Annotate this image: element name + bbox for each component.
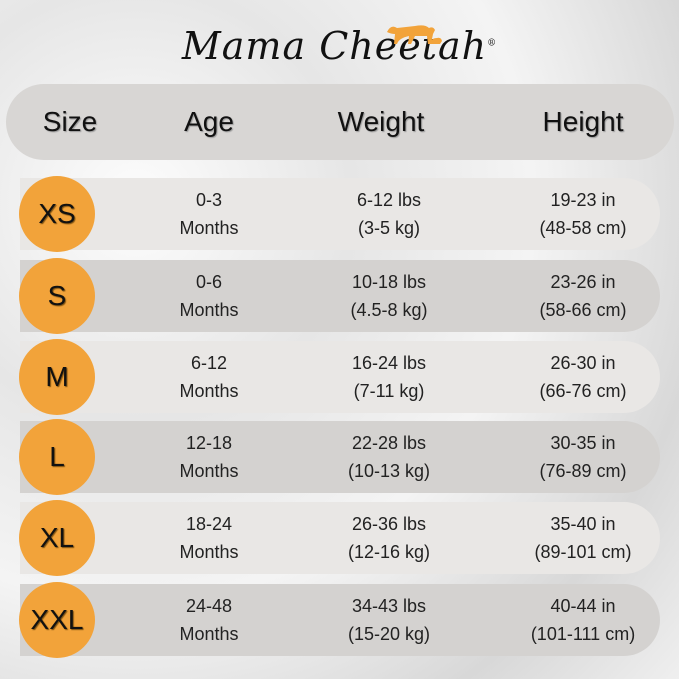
weight-cell: 10-18 lbs (4.5-8 kg): [350, 260, 427, 332]
table-row: 6-12 Months 16-24 lbs (7-11 kg) 26-30 in (66-…: [20, 341, 660, 413]
weight-cell: 6-12 lbs (3-5 kg): [357, 178, 421, 250]
age-cell: 0-6 Months: [179, 260, 238, 332]
header-size: Size: [42, 106, 98, 137]
age-cell-line: Months: [179, 542, 239, 562]
age-cell-line: 24-48: [185, 596, 233, 616]
header-weight: Weight: [337, 106, 425, 137]
age-cell-line: 0-3: [195, 190, 222, 210]
table-row: 0-6 Months 10-18 lbs (4.5-8 kg) 23-26 in (58-…: [20, 260, 660, 332]
height-cell-line: 40-44 in: [550, 596, 616, 616]
weight-cell-line: (3-5 kg): [357, 218, 421, 238]
weight-cell-line: (15-20 kg): [347, 624, 431, 644]
size-badge: XL: [19, 500, 95, 576]
weight-cell-line: 22-28 lbs: [351, 433, 427, 453]
height-cell: 26-30 in (66-76 cm): [539, 341, 626, 413]
age-cell: 0-3 Months: [179, 178, 238, 250]
table-row: 18-24 Months 26-36 lbs (12-16 kg) 35-40 in (8…: [20, 502, 660, 574]
height-cell: 40-44 in (101-111 cm): [531, 584, 635, 656]
age-cell-line: Months: [179, 218, 239, 238]
weight-cell: 16-24 lbs (7-11 kg): [352, 341, 426, 413]
header-age: Age: [184, 106, 234, 137]
age-cell: 24-48 Months: [179, 584, 238, 656]
age-cell: 6-12 Months: [179, 341, 238, 413]
brand-logo: Mama Cheetah®: [0, 14, 679, 70]
weight-cell-line: 16-24 lbs: [351, 353, 427, 373]
age-cell-line: 6-12: [190, 353, 228, 373]
age-cell-line: 18-24: [185, 514, 233, 534]
weight-cell: 26-36 lbs (12-16 kg): [348, 502, 430, 574]
height-cell: 30-35 in (76-89 cm): [539, 421, 626, 493]
age-cell-line: 12-18: [185, 433, 233, 453]
age-cell-line: Months: [179, 461, 239, 481]
age-cell: 12-18 Months: [179, 421, 238, 493]
height-cell-line: 30-35 in: [550, 433, 616, 453]
height-cell-line: (66-76 cm): [539, 381, 627, 401]
height-cell-line: (58-66 cm): [539, 300, 627, 320]
size-badge: XXL: [19, 582, 95, 658]
weight-cell-line: (4.5-8 kg): [350, 300, 428, 320]
logo-text: Mama Cheetah®: [181, 24, 498, 68]
header-height: Height: [542, 106, 624, 137]
size-badge: S: [19, 258, 95, 334]
weight-cell-line: (7-11 kg): [353, 381, 425, 401]
weight-cell: 34-43 lbs (15-20 kg): [348, 584, 430, 656]
weight-cell-line: 10-18 lbs: [351, 272, 427, 292]
weight-cell-line: (12-16 kg): [347, 542, 431, 562]
weight-cell-line: (10-13 kg): [347, 461, 431, 481]
size-badge: L: [19, 419, 95, 495]
age-cell-line: Months: [179, 300, 239, 320]
table-row: 24-48 Months 34-43 lbs (15-20 kg) 40-44 in (1…: [20, 584, 660, 656]
age-cell-line: Months: [179, 381, 239, 401]
age-cell-line: 0-6: [195, 272, 222, 292]
weight-cell-line: 34-43 lbs: [351, 596, 427, 616]
height-cell-line: 23-26 in: [550, 272, 616, 292]
height-cell: 19-23 in (48-58 cm): [539, 178, 626, 250]
age-cell: 18-24 Months: [179, 502, 238, 574]
height-cell-line: 26-30 in: [550, 353, 616, 373]
table-header: Size Age Weight Height: [6, 84, 674, 160]
height-cell-line: (89-101 cm): [534, 542, 632, 562]
cheetah-icon: [387, 25, 442, 44]
weight-cell-line: 6-12 lbs: [356, 190, 422, 210]
height-cell: 23-26 in (58-66 cm): [539, 260, 626, 332]
table-row: 0-3 Months 6-12 lbs (3-5 kg) 19-23 in (48-58 …: [20, 178, 660, 250]
height-cell-line: (76-89 cm): [539, 461, 627, 481]
height-cell-line: (48-58 cm): [539, 218, 627, 238]
size-badge: XS: [19, 176, 95, 252]
age-cell-line: Months: [179, 624, 239, 644]
height-cell: 35-40 in (89-101 cm): [534, 502, 631, 574]
height-cell-line: 35-40 in: [550, 514, 616, 534]
height-cell-line: (101-111 cm): [530, 624, 636, 644]
height-cell-line: 19-23 in: [550, 190, 616, 210]
weight-cell-line: 26-36 lbs: [351, 514, 427, 534]
weight-cell: 22-28 lbs (10-13 kg): [348, 421, 430, 493]
size-badge: M: [19, 339, 95, 415]
table-row: 12-18 Months 22-28 lbs (10-13 kg) 30-35 in (7…: [20, 421, 660, 493]
